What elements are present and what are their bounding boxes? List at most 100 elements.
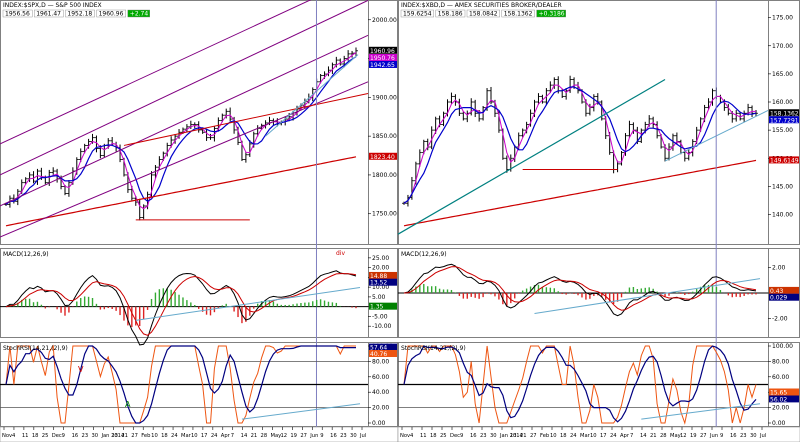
x-tick-label: Feb bbox=[141, 433, 151, 439]
x-tick-label: 21 bbox=[121, 433, 128, 439]
header-value-box bbox=[466, 9, 500, 18]
x-tick-label: Feb bbox=[540, 433, 550, 439]
price-tick-label: 140.00 bbox=[772, 212, 793, 219]
x-tick-label: 23 bbox=[480, 433, 487, 439]
header-value: +2.74 bbox=[130, 11, 149, 18]
trend-line-blue bbox=[265, 54, 359, 137]
x-tick-label: 16 bbox=[72, 433, 79, 439]
x-tick-label: 10 bbox=[590, 433, 597, 439]
x-tick-label: 27 bbox=[300, 433, 307, 439]
stoch-tick-label: 40.00 bbox=[372, 389, 389, 396]
x-tick-label: 16 bbox=[730, 433, 737, 439]
x-tick-label: 24 bbox=[211, 433, 218, 439]
x-tick-label: 10 bbox=[550, 433, 557, 439]
macd-signal-line bbox=[403, 266, 757, 311]
price-value-label: 1823.40 bbox=[370, 154, 395, 161]
stoch-value-label: 57.64 bbox=[370, 345, 387, 352]
macd-value-badge bbox=[369, 278, 397, 286]
stoch-value-badge bbox=[369, 343, 397, 351]
macd-label: MACD(12,26,9) bbox=[401, 251, 447, 258]
price-tick-label: 145.00 bbox=[772, 183, 793, 190]
price-value-label: 1950.76 bbox=[370, 55, 395, 62]
price-value-badge bbox=[769, 116, 799, 124]
x-tick-label: 24 bbox=[570, 433, 577, 439]
x-tick-label: 24 bbox=[610, 433, 617, 439]
x-tick-label: 27 bbox=[530, 433, 537, 439]
macd-tick-label: -10.00 bbox=[372, 323, 392, 330]
trend-channel-line bbox=[0, 81, 369, 238]
header-value: +0.3186 bbox=[539, 11, 565, 18]
macd-value-badge bbox=[369, 302, 397, 310]
trend-line-teal bbox=[397, 78, 666, 235]
macd-tick-label: 10.00 bbox=[372, 284, 389, 291]
price-pane-frame bbox=[398, 0, 800, 245]
x-tick-label: 25 bbox=[42, 433, 49, 439]
stoch-tick-label: 0.00 bbox=[772, 420, 786, 427]
x-tick-label: 21 bbox=[251, 433, 258, 439]
x-tick-label: 13 bbox=[510, 433, 517, 439]
stoch-tick-label: 60.00 bbox=[772, 374, 789, 381]
price-value-badge bbox=[369, 152, 397, 160]
x-tick-label: 9 bbox=[460, 433, 463, 439]
stoch-annotation: V bbox=[78, 365, 84, 374]
x-tick-label: 30 bbox=[350, 433, 357, 439]
x-tick-label: 14 bbox=[241, 433, 248, 439]
stoch-trend-line bbox=[641, 403, 761, 420]
price-value-label: 1960.96 bbox=[370, 48, 395, 55]
stoch-tick-label: 0.00 bbox=[372, 420, 386, 427]
price-value-badge bbox=[369, 53, 397, 61]
price-tick-label: 160.00 bbox=[772, 99, 793, 106]
header-value: 1956.56 bbox=[5, 11, 30, 18]
x-tick-label: 9 bbox=[720, 433, 723, 439]
x-tick-label: 16 bbox=[330, 433, 337, 439]
x-tick-label: 10 bbox=[151, 433, 158, 439]
x-tick-label: Apr bbox=[620, 433, 630, 439]
header-value: 1952.18 bbox=[67, 11, 92, 18]
x-tick-label: 19 bbox=[690, 433, 697, 439]
x-tick-label: 30 bbox=[750, 433, 757, 439]
macd-value-badge bbox=[769, 286, 799, 294]
stoch-tick-label: 80.00 bbox=[372, 358, 389, 365]
x-axis-strip bbox=[397, 426, 800, 442]
price-value-label: 149.6149 bbox=[770, 157, 799, 164]
stoch-tick-label: 80.00 bbox=[772, 358, 789, 365]
x-tick-label: Mar bbox=[181, 433, 192, 439]
macd-value-label: 13.52 bbox=[370, 280, 387, 287]
stoch-value-badge bbox=[369, 350, 397, 357]
header-value-box bbox=[536, 9, 566, 18]
header-value-box bbox=[96, 9, 126, 18]
price-value-label: 157.7291 bbox=[770, 117, 799, 124]
trend-channel-line bbox=[0, 0, 369, 176]
trend-channel-line bbox=[0, 0, 312, 145]
header-value-box bbox=[127, 9, 151, 18]
x-tick-label: 28 bbox=[261, 433, 268, 439]
header-value-box bbox=[400, 9, 434, 18]
macd-value-badge bbox=[769, 293, 799, 301]
stoch-trend-line bbox=[241, 403, 361, 420]
macd-tick-label: 25.00 bbox=[372, 255, 389, 262]
x-tick-label: Jun bbox=[709, 433, 718, 439]
x-tick-label: 23 bbox=[740, 433, 747, 439]
x-tick-label: Jan 2014 bbox=[100, 433, 125, 439]
macd-tick-label: 20.00 bbox=[372, 265, 389, 272]
macd-trend-line bbox=[534, 278, 761, 314]
macd-value-label: 0.43 bbox=[770, 288, 784, 295]
stoch-value-label: 15.65 bbox=[770, 390, 787, 397]
price-value-badge bbox=[769, 109, 799, 117]
macd-value-badge bbox=[369, 271, 397, 279]
macd-signal-line bbox=[5, 273, 357, 336]
header-value-box bbox=[34, 9, 64, 18]
macd-histogram bbox=[9, 288, 357, 328]
macd-value-label: 0.029 bbox=[770, 295, 787, 302]
macd-label: MACD(12,26,9) bbox=[3, 251, 49, 258]
x-tick-label: Jul bbox=[359, 433, 366, 439]
x-tick-label: 21 bbox=[520, 433, 527, 439]
header-value-box bbox=[435, 9, 466, 18]
price-value-badge bbox=[769, 156, 799, 164]
x-tick-label: 14 bbox=[640, 433, 647, 439]
macd-tick-label: 5.00 bbox=[372, 294, 386, 301]
x-tick-label: 18 bbox=[430, 433, 437, 439]
x-tick-label: 30 bbox=[490, 433, 497, 439]
x-tick-label: Jan 2014 bbox=[499, 433, 524, 439]
